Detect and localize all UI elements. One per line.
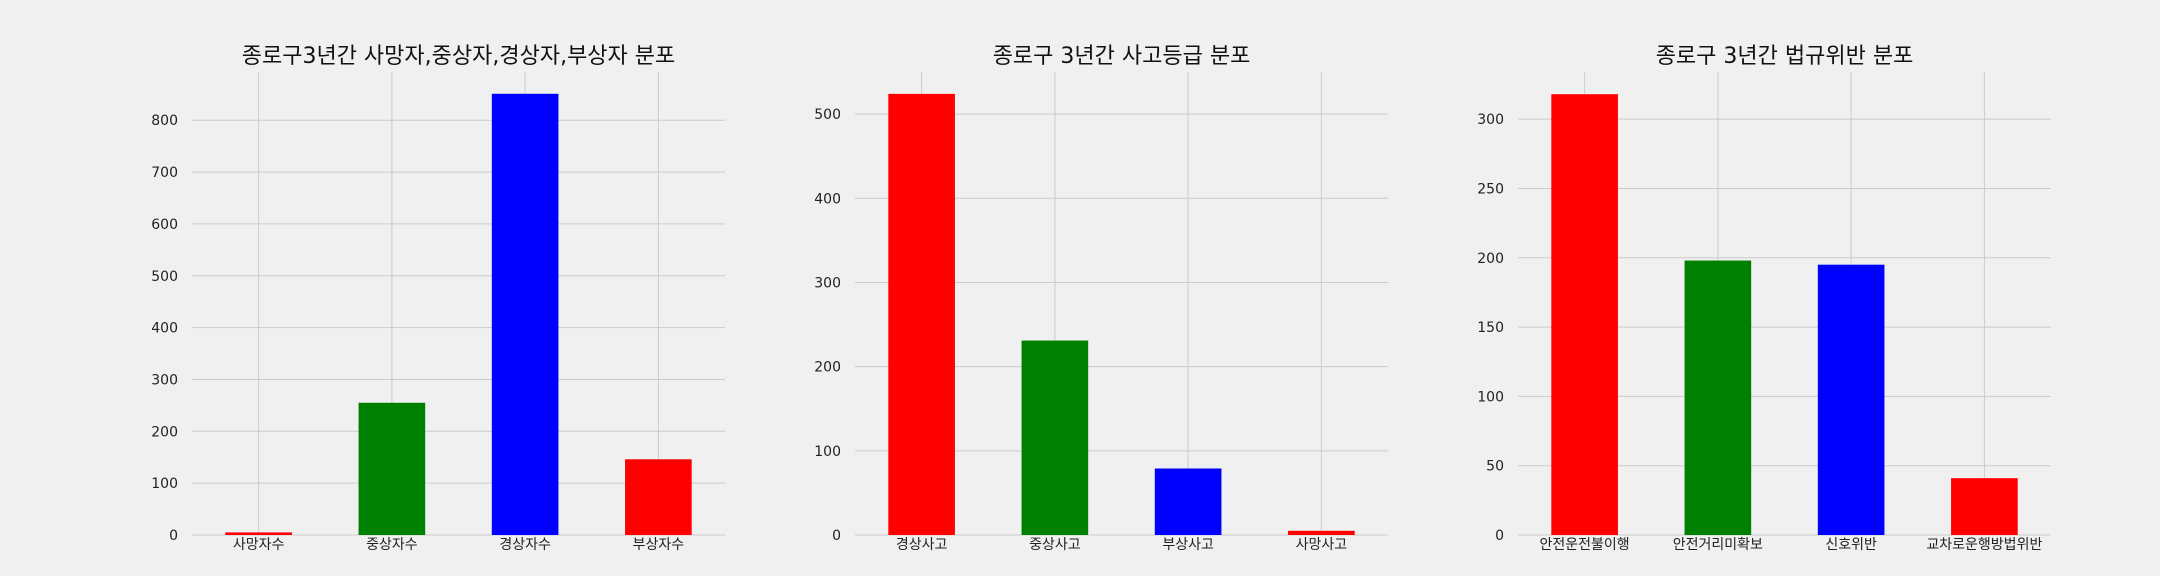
bar-1	[225, 532, 292, 535]
x-tick-label: 중상자수	[366, 537, 418, 553]
y-tick-label: 100	[814, 444, 841, 460]
y-tick-label: 50	[1486, 459, 1504, 475]
x-tick-label: 부상사고	[1162, 537, 1214, 553]
y-tick-label: 500	[151, 269, 178, 285]
chart-title: 종로구 3년간 사고등급 분포	[993, 44, 1251, 69]
bar-3	[491, 93, 559, 536]
y-tick-label: 400	[151, 321, 178, 337]
y-tick-label: 0	[1495, 528, 1504, 544]
chart-panel-3: 0 50 100 150 200 250 300 안전운전불이행 안전거리미확보 신호위반 교차로운…	[1477, 44, 2051, 553]
x-tick-label: 부상자수	[633, 537, 685, 553]
bar-2	[1021, 340, 1089, 535]
bar-2	[1684, 260, 1752, 535]
x-tick-label: 신호위반	[1825, 537, 1877, 553]
bar-4	[1951, 478, 2018, 535]
y-tick-label: 400	[814, 191, 841, 207]
x-tick-label: 사망자수	[233, 537, 285, 553]
y-tick-label: 200	[1477, 251, 1504, 267]
y-tick-label: 0	[832, 528, 841, 544]
y-tick-label: 500	[814, 107, 841, 123]
bar-1	[1551, 94, 1618, 536]
chart-panel-2: 0 100 200 300 400 500 경상사고 중상사고 부상사고 사망사고 종로구 3년간 …	[814, 44, 1388, 553]
y-tick-label: 300	[1477, 112, 1504, 128]
y-tick-label: 100	[151, 476, 178, 492]
chart-panel-1: 0 100 200 300 400 500 600 700 800 사망자수 중상자수 경상자수 부상자…	[151, 44, 725, 553]
y-tick-label: 200	[814, 360, 841, 376]
y-tick-label: 0	[169, 528, 178, 544]
x-tick-label: 중상사고	[1029, 537, 1081, 553]
y-tick-label: 100	[1477, 389, 1504, 405]
bar-4	[625, 459, 692, 535]
y-tick-label: 300	[151, 372, 178, 388]
y-tick-label: 800	[151, 113, 178, 129]
y-tick-label: 600	[151, 217, 178, 233]
chart-title: 종로구 3년간 법규위반 분포	[1656, 44, 1914, 69]
bar-1	[888, 93, 955, 536]
bar-3	[1817, 264, 1885, 535]
x-tick-label: 사망사고	[1296, 537, 1348, 553]
y-tick-label: 250	[1477, 181, 1504, 197]
y-tick-label: 150	[1477, 320, 1504, 336]
x-tick-label: 경상사고	[896, 537, 948, 553]
bar-2	[358, 402, 426, 535]
x-tick-label: 경상자수	[499, 537, 551, 553]
y-tick-label: 200	[151, 424, 178, 440]
bar-3	[1154, 468, 1222, 535]
chart-title: 종로구3년간 사망자,중상자,경상자,부상자 분포	[242, 44, 676, 69]
y-tick-label: 300	[814, 275, 841, 291]
x-tick-label: 교차로운행방법위반	[1926, 537, 2042, 553]
y-tick-label: 700	[151, 165, 178, 181]
x-tick-label: 안전거리미확보	[1673, 537, 1763, 553]
x-tick-label: 안전운전불이행	[1540, 537, 1630, 553]
bar-4	[1288, 530, 1355, 535]
